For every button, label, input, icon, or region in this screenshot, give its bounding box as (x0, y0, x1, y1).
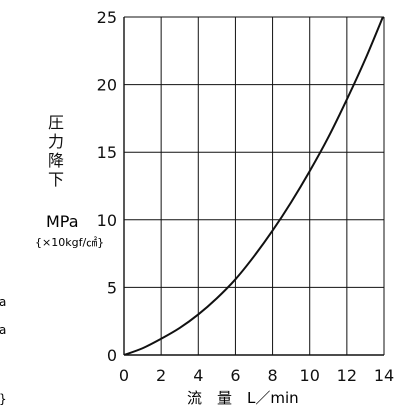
y-axis-title-char: 下 (48, 170, 64, 189)
y-tick-label: 5 (107, 278, 117, 297)
y-axis-unit-alt: {×10kgf/㎠} (35, 236, 104, 249)
x-tick-label: 14 (374, 366, 394, 385)
x-tick-label: 8 (267, 366, 277, 385)
tick-labels: 0 2 4 6 8 10 12 14 0 5 10 15 20 25 (97, 8, 395, 385)
y-tick-label: 10 (97, 211, 117, 230)
y-axis-unit: MPa (46, 212, 79, 231)
axes (123, 17, 384, 356)
side-fragment: } (0, 392, 7, 406)
x-tick-label: 10 (300, 366, 320, 385)
x-tick-label: 12 (337, 366, 357, 385)
side-fragment: a (0, 323, 6, 337)
y-tick-label: 15 (97, 143, 117, 162)
y-axis-title-char: 力 (48, 132, 64, 151)
x-tick-label: 2 (156, 366, 166, 385)
y-tick-label: 0 (107, 346, 117, 365)
x-tick-label: 0 (119, 366, 129, 385)
y-tick-label: 25 (97, 8, 117, 27)
grid (123, 16, 385, 356)
x-tick-label: 6 (230, 366, 240, 385)
x-axis-title: 流 量 L／min (187, 389, 299, 407)
y-axis-title-char: 降 (48, 151, 64, 170)
side-fragment: a (0, 295, 6, 309)
y-axis-title: 圧力降下 (48, 113, 64, 189)
series (124, 17, 384, 355)
series-line (124, 17, 384, 355)
y-axis-title-char: 圧 (48, 113, 64, 132)
x-tick-label: 4 (193, 366, 203, 385)
y-tick-label: 20 (97, 76, 117, 95)
